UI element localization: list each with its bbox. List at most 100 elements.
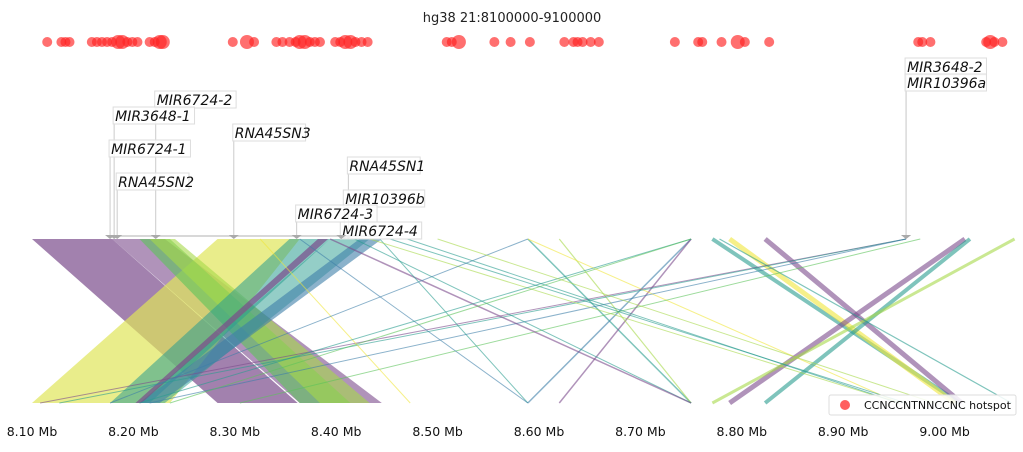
alignment-link (527, 238, 900, 404)
gene-label: MIR10396b (345, 192, 424, 208)
alignment-link (728, 236, 967, 406)
alignment-link (379, 238, 529, 404)
alignment-link (239, 238, 921, 404)
alignment-link (354, 238, 692, 404)
x-tick-label: 8.50 Mb (412, 424, 463, 439)
alignment-ribbon (135, 239, 329, 403)
gene-label: MIR6724-3 (298, 207, 374, 223)
hotspot-point (585, 37, 596, 47)
alignment-ribbon (32, 239, 300, 403)
x-tick-label: 8.70 Mb (615, 424, 666, 439)
hotspot-point (362, 37, 373, 47)
gene-label: MIR6724-1 (111, 142, 187, 158)
alignment-link (763, 237, 972, 405)
hotspot-point (524, 37, 535, 47)
gene-label-box (295, 204, 378, 223)
gene-label-box (108, 139, 191, 158)
hotspot-point (559, 37, 570, 47)
alignment-link (558, 238, 692, 404)
hotspot-point (239, 35, 254, 49)
hotspot-point (997, 37, 1008, 47)
alignment-link (259, 238, 411, 404)
hotspot-point (489, 37, 500, 47)
gene-label-box (112, 106, 196, 125)
alignment-link (169, 238, 692, 404)
hotspot-point (314, 37, 325, 47)
hotspot-point (577, 37, 588, 47)
hotspot-point (505, 37, 516, 47)
hotspot-point (249, 37, 260, 47)
hotspot-point (277, 37, 288, 47)
x-tick-label: 8.60 Mb (514, 424, 565, 439)
hotspot-point (132, 37, 143, 47)
hotspot-point (697, 37, 708, 47)
hotspot-point (730, 35, 745, 49)
gene-label-box (154, 90, 237, 109)
gene-label: MIR6724-2 (157, 93, 233, 109)
alignment-links (40, 236, 1016, 406)
x-tick-label: 8.20 Mb (108, 424, 159, 439)
hotspot-point (155, 35, 170, 49)
gene-marker (336, 235, 347, 239)
hotspot-point (716, 37, 727, 47)
legend-box (828, 394, 1017, 416)
hotspot-point (669, 37, 680, 47)
legend-hotspot-marker (840, 400, 850, 410)
x-tick-label: 9.00 Mb (919, 424, 970, 439)
gene-label-box (342, 189, 426, 208)
gene-label: RNA45SN3 (235, 126, 311, 142)
gene-label: RNA45SN2 (118, 175, 194, 191)
chart-title: hg38 21:8100000-9100000 (423, 11, 602, 26)
hotspot-track (42, 35, 1008, 49)
gene-label: MIR6724-4 (342, 224, 418, 240)
gene-marker (901, 235, 912, 239)
gene-label-box (904, 73, 987, 92)
gene-label: RNA45SN1 (349, 159, 425, 175)
hotspot-point (764, 37, 775, 47)
gene-label: MIR3648-1 (115, 109, 191, 125)
hotspot-point (593, 37, 604, 47)
legend: CCNCCNTNNCCNC hotspot (828, 394, 1017, 416)
alignment-link (407, 238, 900, 404)
gene-label-box (115, 172, 190, 191)
hotspot-point (739, 37, 750, 47)
hotspot-point (451, 35, 466, 49)
hotspot-point (227, 37, 238, 47)
gene-label-box (339, 221, 423, 240)
gene-marker (150, 235, 161, 239)
alignment-link (711, 237, 1016, 405)
gene-label-box (346, 156, 421, 175)
gene-marker (105, 235, 116, 239)
legend-label: CCNCCNTNNCCNC hotspot (864, 399, 1012, 412)
gene-label: MIR10396a (907, 76, 986, 92)
hotspot-point (42, 37, 53, 47)
hotspot-point (917, 37, 928, 47)
x-axis: 8.10 Mb 8.20 Mb 8.30 Mb 8.40 Mb 8.50 Mb 8.60 … (7, 424, 970, 439)
alignment-link (59, 238, 907, 404)
gene-label-box (232, 123, 307, 142)
alignment-link (719, 238, 1012, 404)
x-tick-label: 8.90 Mb (818, 424, 869, 439)
x-tick-label: 8.30 Mb (210, 424, 261, 439)
x-tick-label: 8.40 Mb (311, 424, 362, 439)
alignment-link (149, 238, 907, 404)
alignment-ribbons (32, 239, 382, 403)
alignment-link (109, 238, 529, 404)
alignment-ribbon (139, 239, 382, 403)
gene-marker (291, 235, 302, 239)
alignment-link (437, 238, 935, 404)
alignment-link (329, 238, 692, 404)
hotspot-point (64, 37, 75, 47)
alignment-link (40, 238, 907, 404)
hotspot-point (989, 37, 1000, 47)
alignment-link (139, 238, 692, 404)
alignment-link (527, 238, 692, 404)
hotspot-point (925, 37, 936, 47)
x-tick-label: 8.80 Mb (717, 424, 768, 439)
gene-marker (112, 235, 123, 239)
gene-marker (228, 235, 239, 239)
alignment-link (389, 238, 907, 404)
gene-label: MIR3648-2 (907, 60, 983, 76)
